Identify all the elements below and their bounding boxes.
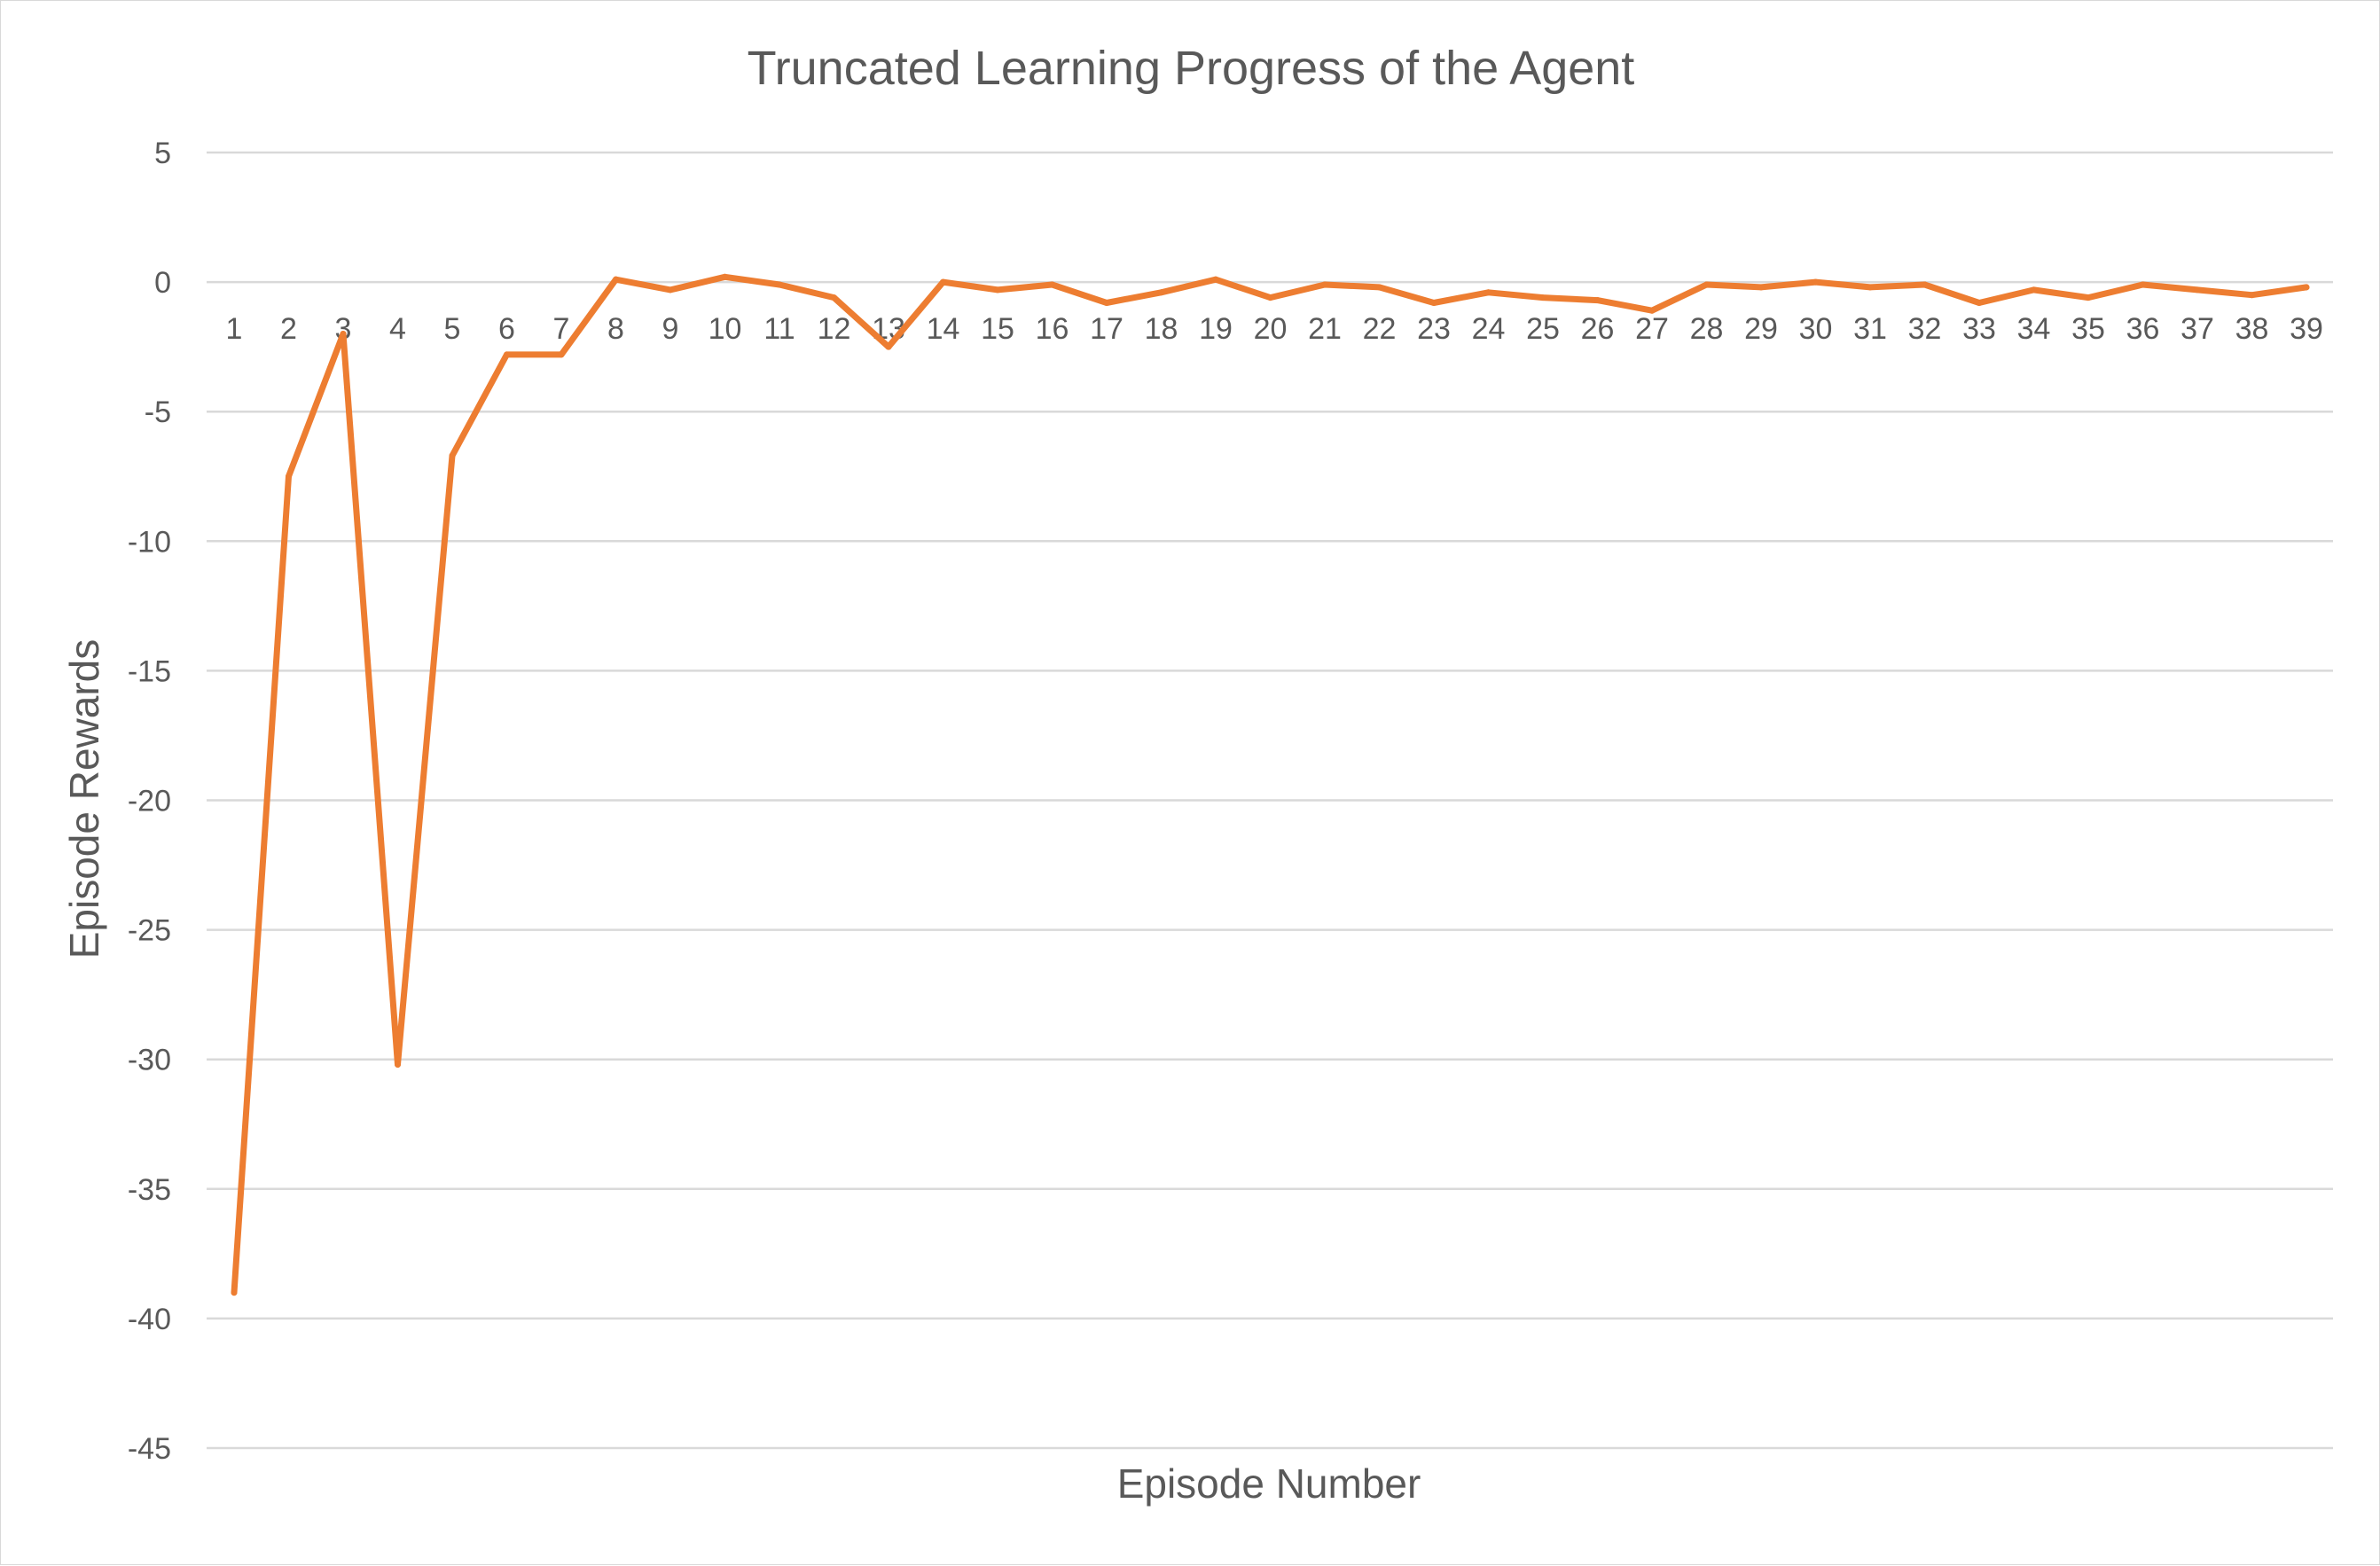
y-tick-label: -15: [128, 654, 171, 688]
x-tick-label: 37: [2180, 312, 2214, 346]
x-tick-label: 22: [1363, 312, 1397, 346]
y-tick-label: -10: [128, 525, 171, 559]
x-axis-title: Episode Number: [1117, 1460, 1421, 1507]
x-tick-label: 4: [389, 312, 406, 346]
data-point: [1758, 284, 1765, 291]
data-point: [776, 281, 783, 288]
data-point: [1485, 289, 1491, 296]
data-point: [1703, 281, 1710, 288]
y-tick-label: -35: [128, 1173, 171, 1207]
data-point: [2303, 284, 2310, 291]
x-tick-label: 18: [1145, 312, 1178, 346]
data-point: [885, 343, 892, 350]
x-tick-label: 21: [1308, 312, 1342, 346]
x-tick-label: 27: [1635, 312, 1669, 346]
x-tick-label: 5: [444, 312, 461, 346]
data-point: [994, 286, 1001, 294]
x-tick-label: 38: [2235, 312, 2269, 346]
y-tick-label: -25: [128, 914, 171, 948]
gridlines: [207, 151, 2333, 1450]
data-point: [2031, 286, 2037, 294]
x-tick-label: 10: [709, 312, 742, 346]
data-point: [2249, 292, 2255, 299]
x-tick-label: 31: [1853, 312, 1887, 346]
x-tick-label: 6: [498, 312, 515, 346]
x-tick-label: 35: [2071, 312, 2105, 346]
data-points: [231, 273, 2310, 1296]
data-point: [395, 1061, 401, 1069]
series-lines: [231, 273, 2310, 1296]
x-tick-label: 20: [1254, 312, 1288, 346]
data-point: [2194, 286, 2201, 294]
data-point: [1267, 294, 1273, 301]
x-tick-label: 1: [226, 312, 243, 346]
x-tick-label: 9: [662, 312, 679, 346]
data-point: [2140, 281, 2146, 288]
series-line: [231, 273, 2310, 1296]
x-tick-label: 14: [927, 312, 960, 346]
data-point: [449, 452, 456, 459]
data-point: [504, 351, 510, 358]
data-point: [667, 286, 674, 294]
x-tick-label: 15: [981, 312, 1014, 346]
data-point: [1867, 284, 1874, 291]
x-tick-label: 7: [553, 312, 570, 346]
data-point: [1812, 278, 1819, 286]
data-point: [940, 278, 946, 286]
data-point: [2085, 294, 2092, 301]
data-point: [1103, 299, 1110, 306]
x-tick-label: 30: [1799, 312, 1833, 346]
data-point: [1922, 281, 1928, 288]
data-point: [340, 331, 347, 338]
data-point: [613, 276, 619, 283]
x-tick-label: 12: [818, 312, 851, 346]
x-tick-label: 26: [1581, 312, 1615, 346]
x-tick-label: 11: [763, 312, 795, 346]
data-point: [231, 1289, 238, 1296]
data-point: [1430, 299, 1437, 306]
x-tick-label: 25: [1526, 312, 1560, 346]
y-tick-label: -45: [128, 1432, 171, 1466]
y-axis-title: Episode Rewards: [61, 639, 107, 959]
x-tick-label: 24: [1472, 312, 1506, 346]
x-tick-label: 29: [1744, 312, 1778, 346]
data-point: [1321, 281, 1328, 288]
data-point: [1976, 299, 1983, 306]
x-tick-label: 8: [607, 312, 624, 346]
y-tick-labels: 5 0 -5 -10 -15 -20 -25 -30 -35 -40 -45: [128, 137, 171, 1466]
x-tick-label: 2: [280, 312, 297, 346]
data-point: [1049, 281, 1055, 288]
data-point: [1594, 297, 1601, 304]
x-tick-label: 17: [1090, 312, 1123, 346]
data-point: [1648, 307, 1656, 314]
data-point: [558, 351, 565, 358]
x-tick-label: 39: [2290, 312, 2323, 346]
chart-title: Truncated Learning Progress of the Agent: [748, 42, 1635, 95]
y-tick-label: 5: [154, 137, 171, 170]
y-tick-label: -20: [128, 785, 171, 818]
x-tick-label: 19: [1199, 312, 1233, 346]
x-tick-label: 23: [1417, 312, 1451, 346]
x-tick-label: 33: [1962, 312, 1996, 346]
x-tick-label: 28: [1690, 312, 1724, 346]
data-point: [1376, 284, 1382, 291]
x-tick-labels: 1 2 3 4 5 6 7 8 9 10 11 12 13 14 15 16 17 18 19 20 21 22 23 24 2…: [226, 312, 2323, 346]
y-tick-label: 0: [154, 266, 171, 300]
x-tick-label: 36: [2126, 312, 2160, 346]
y-tick-label: -30: [128, 1044, 171, 1077]
data-point: [1158, 289, 1164, 296]
data-point: [286, 473, 292, 480]
y-tick-label: -5: [145, 395, 171, 429]
y-tick-label: -40: [128, 1303, 171, 1336]
data-point: [831, 294, 837, 301]
x-tick-label: 32: [1908, 312, 1942, 346]
x-tick-label: 16: [1036, 312, 1069, 346]
data-point: [1539, 294, 1546, 301]
data-point: [722, 273, 728, 280]
x-tick-label: 34: [2017, 312, 2051, 346]
data-point: [1212, 276, 1219, 283]
